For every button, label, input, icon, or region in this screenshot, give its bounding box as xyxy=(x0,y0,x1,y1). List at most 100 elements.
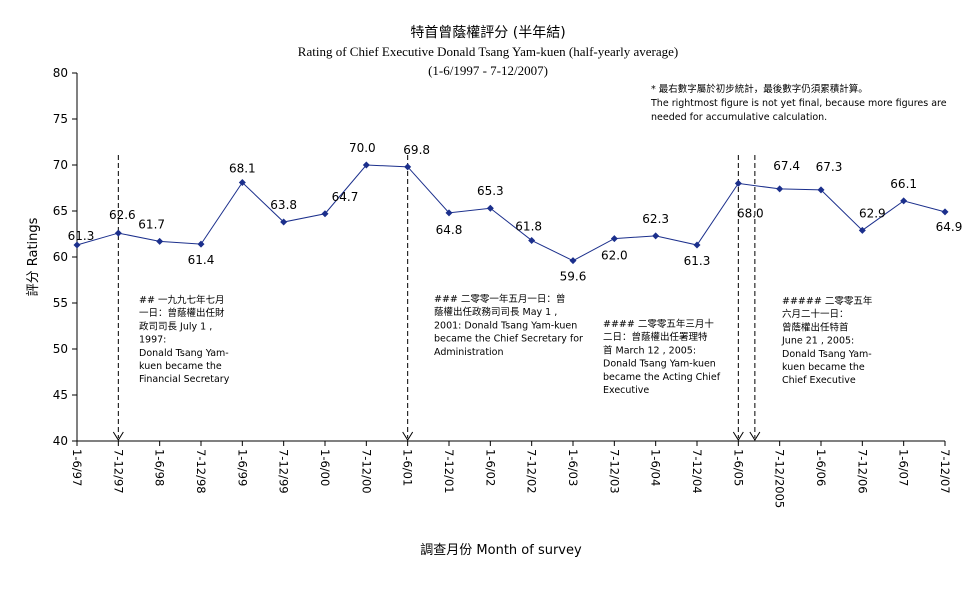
data-label: 61.3 xyxy=(68,229,95,243)
data-label: 67.3 xyxy=(816,160,843,174)
data-label: 68.0 xyxy=(737,206,764,220)
event-annotation: ### 二零零一年五月一日：曾蔭權出任政務司司長 May 1 , 2001: Do… xyxy=(434,293,583,358)
y-tick-label: 60 xyxy=(53,250,68,264)
x-tick-label: 1-6/06 xyxy=(814,449,828,486)
data-label: 61.8 xyxy=(515,219,542,233)
x-tick-label: 7-12/04 xyxy=(690,449,704,494)
data-label: 61.3 xyxy=(684,254,711,268)
event-annotation-line: June 21 , 2005: xyxy=(781,336,854,347)
event-annotation-line: Administration xyxy=(434,347,504,358)
event-annotation: ## 一九九七年七月一日：曾蔭權出任財政司司長 July 1 , 1997: Don… xyxy=(139,294,230,385)
event-annotation-line: 二日：曾蔭權出任署理特 xyxy=(603,331,708,343)
event-marker-arrow xyxy=(732,431,744,441)
data-point xyxy=(321,210,329,218)
data-point xyxy=(197,240,205,248)
event-annotation-line: Donald Tsang Yam-kuen xyxy=(603,359,716,370)
event-annotation-line: ## 一九九七年七月 xyxy=(139,294,224,306)
data-point xyxy=(858,226,866,234)
event-annotation-line: 一日：曾蔭權出任財 xyxy=(139,307,225,319)
event-annotation-line: Executive xyxy=(603,385,649,396)
data-point xyxy=(238,178,246,186)
x-tick-label: 7-12/03 xyxy=(607,449,621,494)
x-tick-label: 7-12/02 xyxy=(525,449,539,494)
x-axis-title: 調查月份 Month of survey xyxy=(420,543,582,558)
data-label: 64.7 xyxy=(332,190,359,204)
y-axis-title: 評分 Ratings xyxy=(26,217,41,296)
data-label: 67.4 xyxy=(773,159,800,173)
event-annotation-line: 1997: xyxy=(139,335,166,346)
x-axis: 1-6/97 7-12/97 1-6/98 7-12/98 1-6/99 7-12/99 1… xyxy=(70,440,952,508)
event-annotation-line: 蔭權出任政務司司長 May 1 , xyxy=(434,306,557,318)
event-annotation-line: became the Chief Secretary for xyxy=(434,334,583,345)
y-axis: 40 45 50 55 60 65 70 75 80 xyxy=(53,66,78,448)
data-label: 62.9 xyxy=(859,206,886,220)
x-tick-label: 1-6/02 xyxy=(483,449,497,486)
event-annotation-line: 六月二十一日： xyxy=(782,308,849,320)
event-annotation-line: ##### 二零零五年 xyxy=(782,295,873,307)
y-tick-label: 55 xyxy=(53,296,68,310)
x-tick-label: 1-6/03 xyxy=(566,449,580,486)
x-tick-label: 1-6/00 xyxy=(318,449,332,486)
x-tick-label: 1-6/98 xyxy=(153,449,167,486)
data-point xyxy=(900,197,908,205)
rating-series xyxy=(73,161,949,265)
chart-period: (1-6/1997 - 7-12/2007) xyxy=(428,63,548,78)
data-point xyxy=(610,235,618,243)
data-point xyxy=(776,185,784,193)
event-annotation-line: 2001: Donald Tsang Yam-kuen xyxy=(434,320,577,331)
data-point xyxy=(817,186,825,194)
event-annotation-line: Donald Tsang Yam- xyxy=(139,348,229,359)
x-tick-label: 1-6/01 xyxy=(401,449,415,486)
series-line xyxy=(76,164,946,262)
data-point xyxy=(941,208,949,216)
data-label: 64.9 xyxy=(936,220,963,234)
data-point xyxy=(693,241,701,249)
data-label: 66.1 xyxy=(890,177,917,191)
event-annotation-line: Chief Executive xyxy=(782,375,856,386)
y-tick-label: 65 xyxy=(53,204,68,218)
event-annotation-line: Financial Secretary xyxy=(139,374,230,385)
data-point xyxy=(280,218,288,226)
note-line-english-2: needed for accumulative calculation. xyxy=(651,112,827,123)
data-label: 65.3 xyxy=(477,184,504,198)
event-annotation: ##### 二零零五年六月二十一日：曾蔭權出任特首 June 21 , 2005:… xyxy=(781,295,873,386)
y-tick-label: 80 xyxy=(53,66,68,80)
data-label: 70.0 xyxy=(349,141,376,155)
data-point xyxy=(73,241,81,249)
event-annotation-line: 首 March 12 , 2005: xyxy=(603,344,696,356)
x-tick-label: 1-6/04 xyxy=(649,449,663,486)
data-label: 61.4 xyxy=(188,253,215,267)
y-tick-label: 75 xyxy=(53,112,68,126)
event-annotation-line: #### 二零零五年三月十 xyxy=(603,318,714,330)
event-marker-arrow xyxy=(112,431,124,441)
x-tick-label: 7-12/2005 xyxy=(773,449,787,508)
x-tick-label: 1-6/97 xyxy=(70,449,84,486)
event-annotation: #### 二零零五年三月十二日：曾蔭權出任署理特首 March 12 , 200… xyxy=(603,318,721,396)
event-marker-arrow xyxy=(749,431,761,441)
y-tick-label: 70 xyxy=(53,158,68,172)
data-label: 62.3 xyxy=(642,212,669,226)
data-point xyxy=(486,204,494,212)
data-label: 62.6 xyxy=(109,208,136,222)
note-line-chinese: * 最右數字屬於初步統計，最後數字仍須累積計算。 xyxy=(651,83,868,95)
event-marker-arrow xyxy=(402,431,414,441)
data-label: 69.8 xyxy=(403,143,430,157)
chart-subtitle: Rating of Chief Executive Donald Tsang Y… xyxy=(298,44,678,59)
x-tick-label: 1-6/99 xyxy=(235,449,249,486)
data-labels: 61.3 62.661.7 61.4 68.1 63.8 64.7 70.0 69.8 64.8… xyxy=(68,141,963,284)
data-label: 61.7 xyxy=(138,217,165,231)
x-tick-label: 7-12/07 xyxy=(938,449,952,494)
event-annotation-line: became the Acting Chief xyxy=(603,372,721,383)
y-tick-label: 45 xyxy=(53,388,68,402)
y-tick-label: 50 xyxy=(53,342,68,356)
x-tick-label: 7-12/98 xyxy=(194,449,208,494)
data-point xyxy=(445,209,453,217)
data-point xyxy=(404,163,412,171)
preliminary-note: * 最右數字屬於初步統計，最後數字仍須累積計算。 The rightmost f… xyxy=(650,83,947,123)
event-annotation-line: Donald Tsang Yam- xyxy=(782,349,872,360)
x-tick-label: 7-12/97 xyxy=(111,449,125,494)
event-markers xyxy=(112,155,761,441)
data-label: 68.1 xyxy=(229,161,256,175)
data-point xyxy=(734,179,742,187)
data-point xyxy=(156,237,164,245)
